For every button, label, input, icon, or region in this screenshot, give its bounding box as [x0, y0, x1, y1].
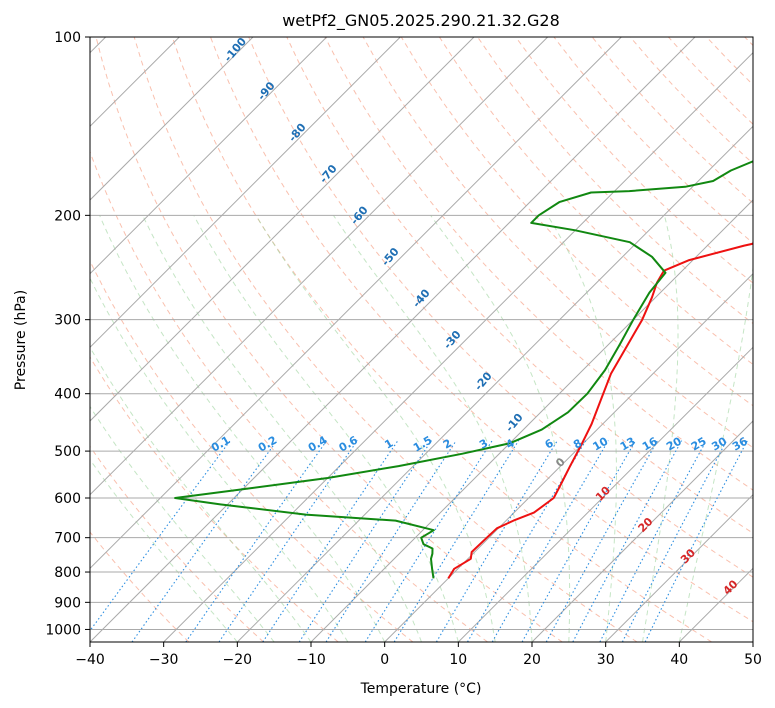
moist-adiabat-line [678, 264, 753, 642]
dry-adiabat-line [90, 445, 264, 642]
mixing-ratio-line [262, 440, 399, 642]
mixing-ratio-line [364, 440, 493, 642]
x-tick-label: −30 [149, 652, 179, 668]
isotherm-line [531, 420, 753, 642]
x-tick-label: −20 [223, 652, 253, 668]
y-tick-label: 100 [54, 30, 81, 46]
moist-adiabat-line [142, 215, 422, 642]
isotherm-line [605, 493, 753, 642]
y-axis: 100 200 300 400 500 600 700 800 900 1000 [45, 30, 90, 638]
y-axis-label: Pressure (hPa) [13, 290, 29, 390]
mixing-ratio-line [491, 440, 609, 642]
mixing-ratio-line [185, 440, 328, 642]
isotherm-line [90, 37, 696, 642]
moist-adiabat-line [90, 346, 312, 642]
isotherm-line [163, 51, 753, 642]
x-tick-label: 20 [523, 652, 541, 668]
plot-area [90, 37, 753, 642]
y-tick-label: 600 [54, 491, 81, 507]
y-tick-label: 200 [54, 208, 81, 224]
dry-adiabat-line [133, 37, 638, 642]
mixing-ratio-line [521, 440, 637, 642]
chart-title: wetPf2_GN05.2025.290.21.32.G28 [282, 11, 560, 31]
isotherm-line [457, 346, 753, 642]
x-tick-label: −40 [75, 652, 105, 668]
mixing-ratio-line [572, 440, 683, 642]
plot-frame [89, 36, 754, 643]
temperature-profile-line [447, 242, 753, 579]
isotherm-line [310, 199, 753, 642]
isotherm-line [90, 37, 401, 349]
isotherm-line [236, 125, 753, 642]
dry-adiabat-line [438, 37, 753, 366]
isotherm-line [90, 37, 328, 275]
mixing-ratio-line [467, 440, 587, 642]
mixing-ratio-line [298, 440, 432, 642]
dewpoint-profile-line [174, 160, 753, 579]
y-tick-label: 800 [54, 565, 81, 581]
mixing-ratio-line [90, 440, 231, 632]
isotherm-line [90, 37, 254, 201]
mixing-ratio-line [393, 440, 520, 642]
dry-adiabat-line [248, 37, 753, 578]
dry-adiabat-line [171, 37, 712, 642]
mixing-ratio-line [644, 440, 748, 642]
mixing-ratio-lines [90, 440, 748, 642]
moist-adiabat-line [255, 215, 496, 642]
moist-adiabat-line [193, 215, 459, 642]
x-axis-label: Temperature (°C) [360, 681, 482, 697]
moist-adiabat-line [90, 458, 238, 642]
moist-adiabat-line [90, 277, 349, 642]
dry-adiabat-line [515, 37, 753, 284]
mixing-ratio-line [435, 440, 558, 642]
x-tick-label: 40 [670, 652, 688, 668]
dry-adiabat-line [95, 37, 563, 642]
isotherm-line [384, 272, 753, 642]
dry-adiabat-line [90, 531, 190, 642]
x-axis: −40 −30 −20 −10 0 10 20 30 40 50 [75, 642, 762, 668]
x-tick-label: −10 [296, 652, 326, 668]
profile-series [174, 160, 753, 579]
mixing-ratio-line [325, 440, 457, 642]
dry-adiabat-line [90, 356, 339, 642]
y-tick-label: 300 [54, 313, 81, 329]
dry-adiabat-line [90, 150, 488, 642]
x-tick-label: 50 [744, 652, 762, 668]
moist-adiabat-line [642, 215, 679, 642]
moist-adiabat-line [547, 215, 617, 642]
isotherm-line [90, 37, 549, 496]
moist-adiabat-line [332, 215, 533, 642]
isotherm-line [90, 37, 475, 422]
y-tick-label: 900 [54, 595, 81, 611]
y-tick-label: 1000 [45, 622, 81, 638]
dry-adiabat-line [400, 37, 753, 407]
x-tick-label: 10 [449, 652, 467, 668]
mixing-ratio-line [545, 440, 659, 642]
y-tick-label: 400 [54, 387, 81, 403]
mixing-ratio-line [131, 440, 278, 642]
background-lines [90, 37, 753, 642]
x-tick-label: 30 [597, 652, 615, 668]
isotherm-line [90, 37, 622, 570]
y-tick-label: 700 [54, 531, 81, 547]
y-tick-label: 500 [54, 444, 81, 460]
x-tick-label: 0 [380, 652, 389, 668]
